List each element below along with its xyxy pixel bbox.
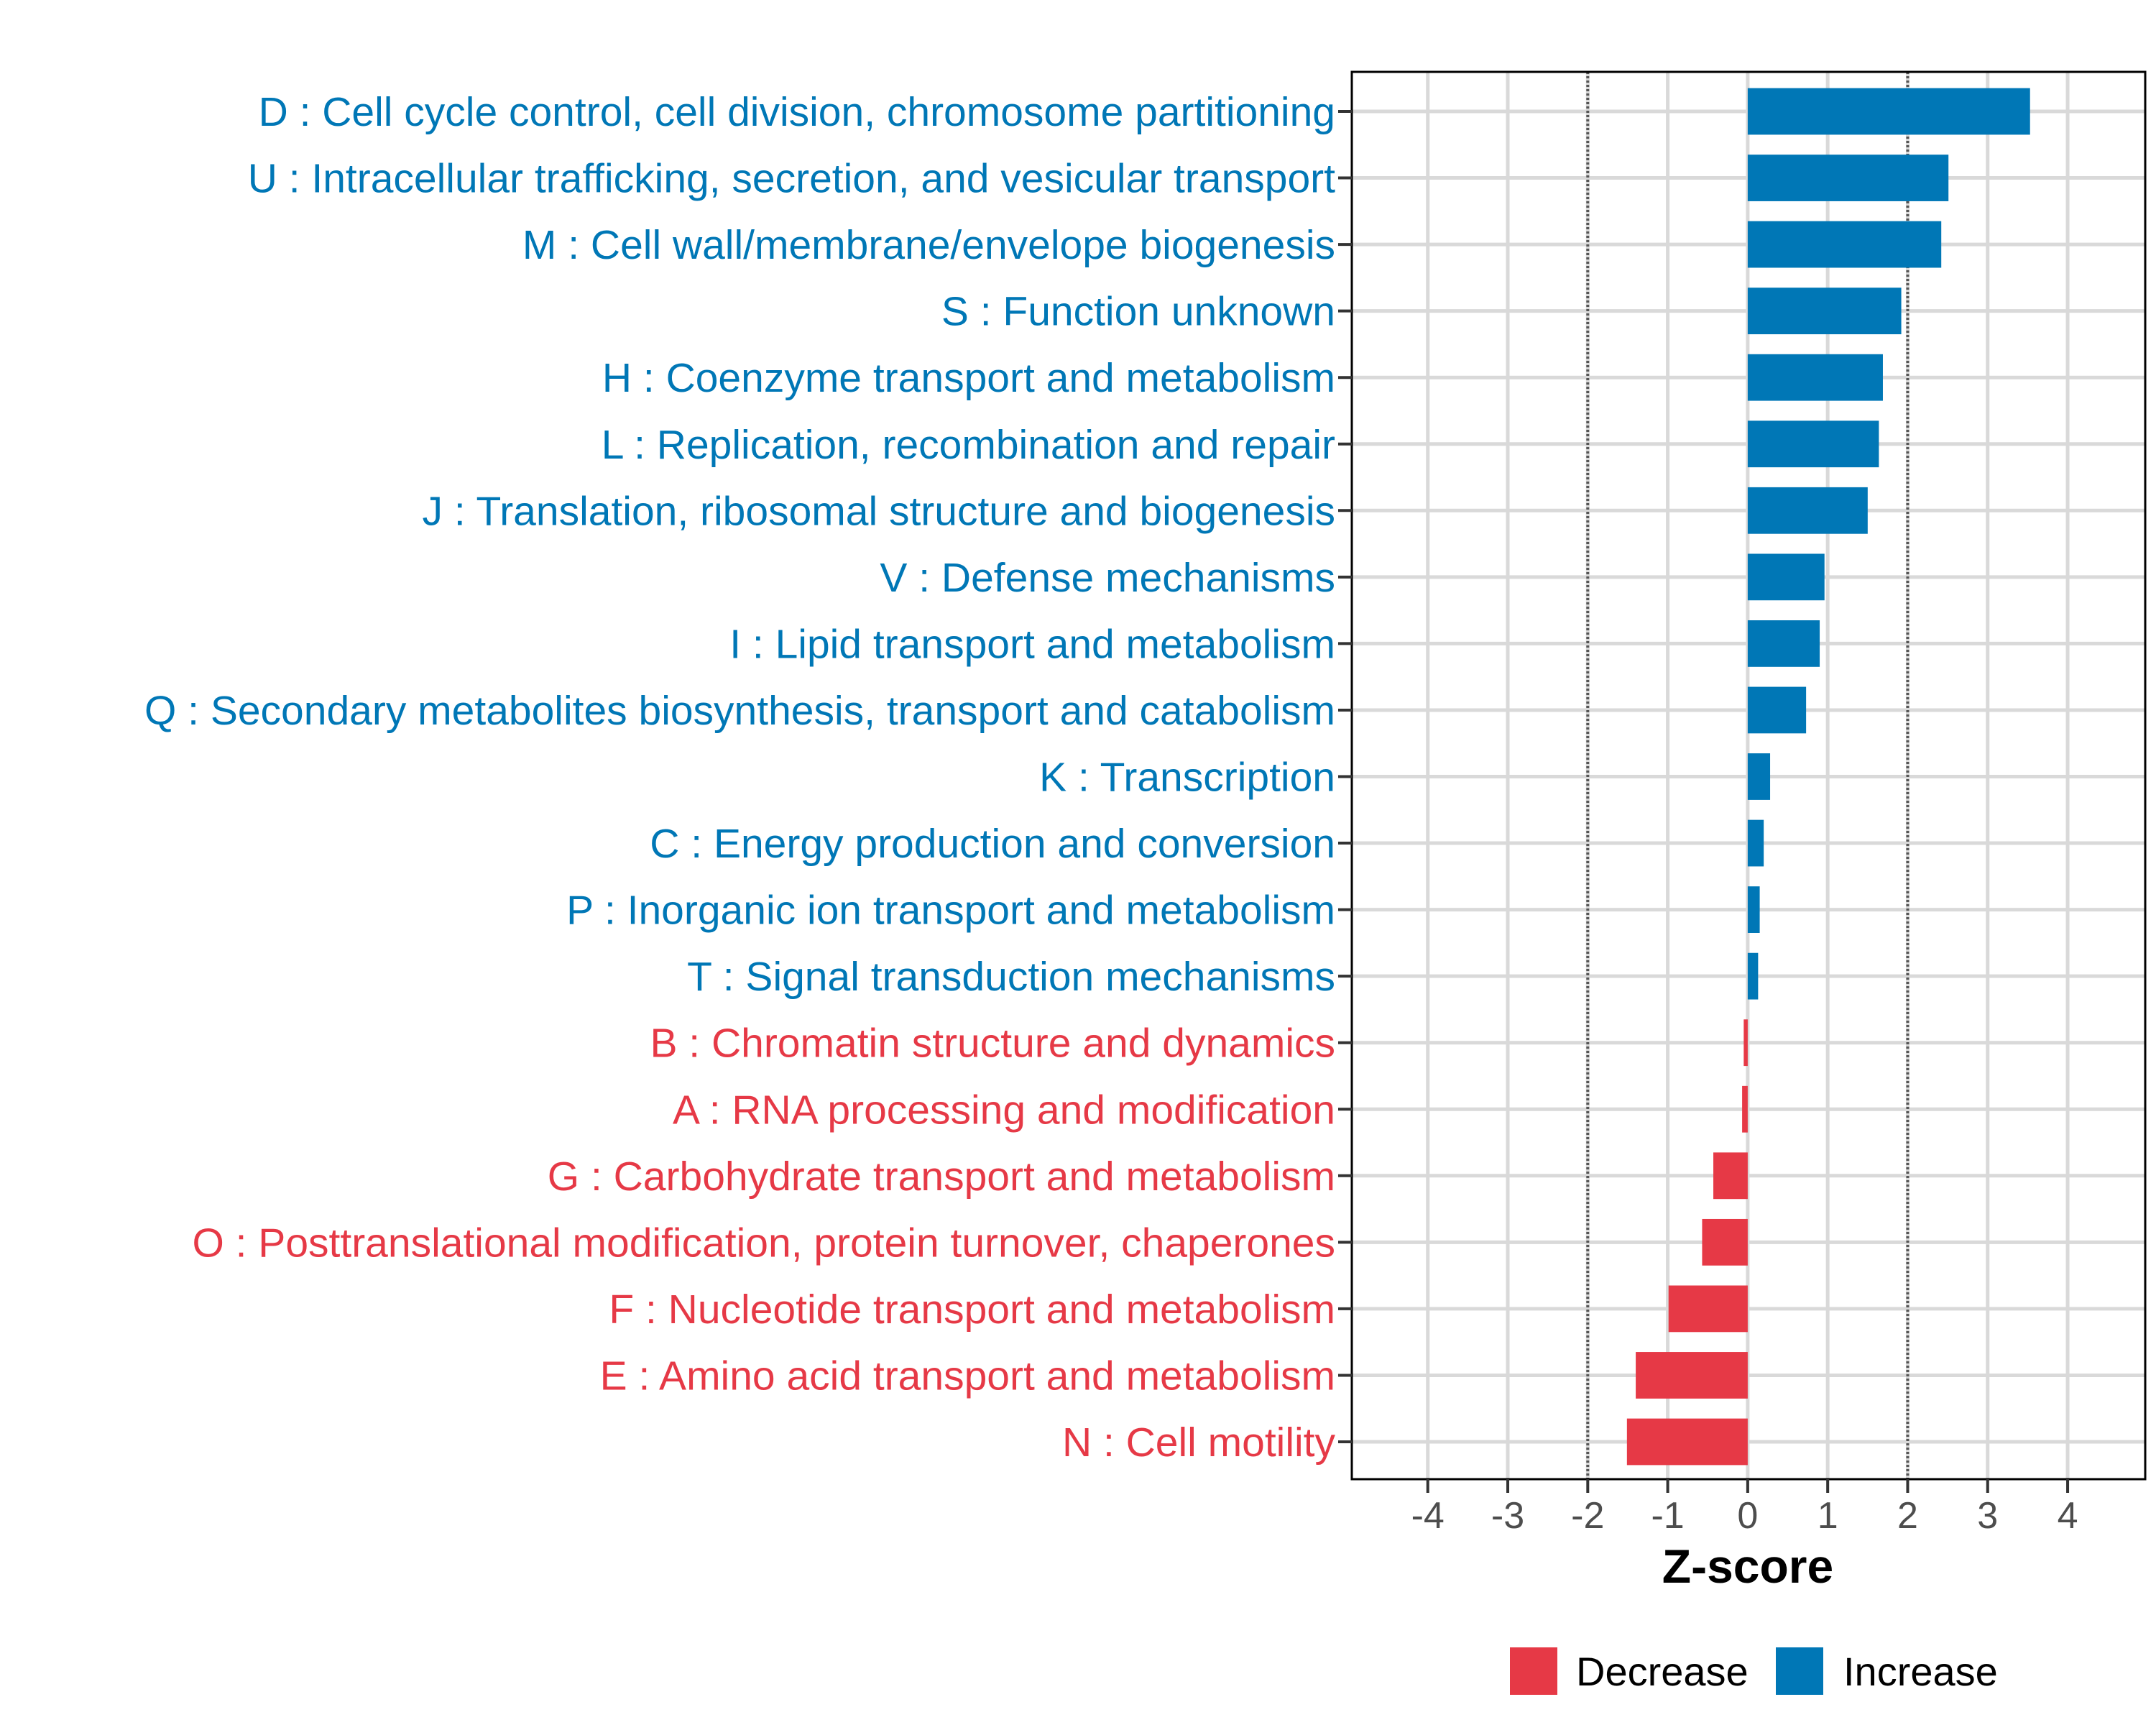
y-tick-label: B : Chromatin structure and dynamics <box>650 1021 1335 1067</box>
y-axis: D : Cell cycle control, cell division, c… <box>144 89 1352 1466</box>
y-tick-label: A : RNA processing and modification <box>673 1087 1335 1133</box>
bar <box>1747 288 1902 335</box>
y-tick-label: U : Intracellular trafficking, secretion… <box>248 156 1335 202</box>
threshold-lines <box>1586 72 1909 1479</box>
x-tick-label: -4 <box>1411 1495 1445 1537</box>
legend-label-decrease: Decrease <box>1576 1649 1749 1694</box>
y-tick-label: D : Cell cycle control, cell division, c… <box>259 89 1335 135</box>
bar <box>1747 886 1760 933</box>
y-tick-label: G : Carbohydrate transport and metabolis… <box>548 1154 1335 1200</box>
bar <box>1668 1285 1748 1333</box>
y-tick-label: E : Amino acid transport and metabolism <box>600 1353 1335 1399</box>
y-tick-label: V : Defense mechanisms <box>880 555 1335 601</box>
x-tick-label: -1 <box>1651 1495 1684 1537</box>
bar <box>1747 88 2030 135</box>
y-tick-label: I : Lipid transport and metabolism <box>729 621 1335 667</box>
legend-label-increase: Increase <box>1843 1649 1998 1694</box>
x-tick-label: 2 <box>1897 1495 1918 1537</box>
y-tick-label: S : Function unknown <box>941 289 1335 335</box>
x-tick-label: 1 <box>1818 1495 1838 1537</box>
x-tick-label: 3 <box>1977 1495 1998 1537</box>
y-tick-label: L : Replication, recombination and repai… <box>602 422 1335 468</box>
bar <box>1747 553 1825 601</box>
bar <box>1747 686 1807 734</box>
bar <box>1636 1352 1748 1399</box>
bar <box>1747 952 1759 1000</box>
y-tick-label: O : Posttranslational modification, prot… <box>192 1220 1335 1266</box>
x-axis: -4 -3 -2 -1 0 1 2 3 4 <box>1411 1479 2078 1537</box>
bar <box>1702 1218 1748 1266</box>
y-tick-label: Q : Secondary metabolites biosynthesis, … <box>144 688 1335 734</box>
bar <box>1742 1085 1748 1133</box>
x-tick-label: 0 <box>1737 1495 1758 1537</box>
bar <box>1747 753 1771 800</box>
y-tick-label: C : Energy production and conversion <box>650 821 1335 867</box>
legend-swatch-increase <box>1776 1647 1823 1695</box>
bar <box>1743 1019 1748 1067</box>
bar <box>1747 620 1820 667</box>
x-axis-title: Z-score <box>1662 1540 1833 1593</box>
y-tick-label: N : Cell motility <box>1062 1420 1336 1466</box>
legend: Decrease Increase <box>1510 1647 1998 1695</box>
bar <box>1626 1418 1748 1466</box>
x-tick-label: 4 <box>2058 1495 2078 1537</box>
bar <box>1747 420 1879 468</box>
y-tick-label: J : Translation, ribosomal structure and… <box>423 488 1335 534</box>
y-tick-label: K : Transcription <box>1039 755 1335 801</box>
bar <box>1747 819 1764 867</box>
x-tick-label: -3 <box>1491 1495 1524 1537</box>
bar <box>1747 354 1883 401</box>
bar <box>1713 1152 1748 1200</box>
legend-swatch-decrease <box>1510 1647 1557 1695</box>
bar <box>1747 155 1949 201</box>
bar <box>1747 221 1942 268</box>
x-tick-label: -2 <box>1571 1495 1604 1537</box>
y-tick-label: P : Inorganic ion transport and metaboli… <box>566 888 1335 934</box>
bar <box>1747 487 1868 534</box>
y-tick-label: F : Nucleotide transport and metabolism <box>609 1287 1335 1333</box>
bars <box>1626 88 2030 1466</box>
y-tick-label: T : Signal transduction mechanisms <box>687 954 1335 1000</box>
y-tick-label: M : Cell wall/membrane/envelope biogenes… <box>522 222 1335 268</box>
y-tick-label: H : Coenzyme transport and metabolism <box>602 355 1335 401</box>
